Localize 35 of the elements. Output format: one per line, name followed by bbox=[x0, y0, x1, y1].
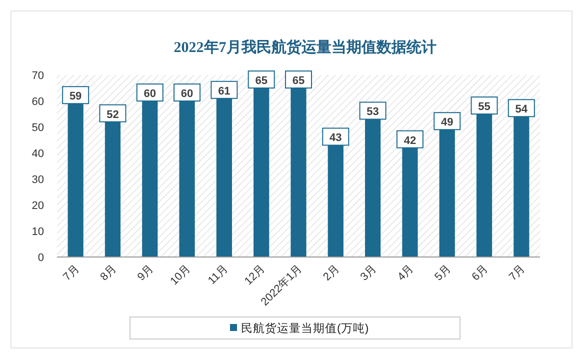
data-label: 65 bbox=[255, 75, 268, 87]
x-tick-label: 10月 bbox=[168, 262, 194, 288]
x-tick-label: 8月 bbox=[98, 262, 119, 284]
data-label: 49 bbox=[440, 116, 454, 129]
x-tick-label: 9月 bbox=[135, 262, 156, 284]
x-tick-label: 7月 bbox=[61, 262, 82, 284]
x-tick-label: 6月 bbox=[470, 262, 490, 284]
data-label: 60 bbox=[180, 88, 194, 100]
y-tick-label: 60 bbox=[32, 96, 44, 108]
data-label: 59 bbox=[69, 90, 82, 103]
y-tick-label: 20 bbox=[32, 200, 44, 212]
x-tick-label: 4月 bbox=[395, 262, 416, 284]
legend-label: 民航货运量当期值(万吨) bbox=[241, 321, 369, 335]
y-tick-label: 0 bbox=[38, 252, 44, 264]
y-tick-label: 50 bbox=[32, 122, 44, 134]
y-tick-label: 70 bbox=[32, 70, 44, 82]
data-label: 43 bbox=[330, 132, 342, 144]
data-label: 61 bbox=[218, 85, 230, 98]
data-label: 42 bbox=[404, 134, 416, 147]
x-tick-label: 12月 bbox=[242, 262, 268, 288]
y-tick-label: 40 bbox=[32, 148, 44, 160]
x-tick-label: 3月 bbox=[358, 262, 379, 284]
data-label: 52 bbox=[106, 108, 119, 121]
data-label: 53 bbox=[366, 106, 379, 118]
data-label: 54 bbox=[515, 104, 528, 116]
x-tick-label: 5月 bbox=[432, 262, 454, 284]
chart-title: 2022年7月我民航货运量当期值数据统计 bbox=[174, 38, 436, 56]
data-label: 55 bbox=[478, 101, 490, 113]
x-tick-label: 7月 bbox=[506, 262, 528, 284]
x-tick-label: 11月 bbox=[206, 262, 230, 287]
data-label: 65 bbox=[292, 75, 305, 87]
x-tick-label: 2月 bbox=[321, 262, 342, 284]
y-tick-label: 10 bbox=[32, 226, 44, 238]
y-tick-label: 30 bbox=[32, 174, 44, 186]
data-label: 60 bbox=[144, 88, 156, 100]
